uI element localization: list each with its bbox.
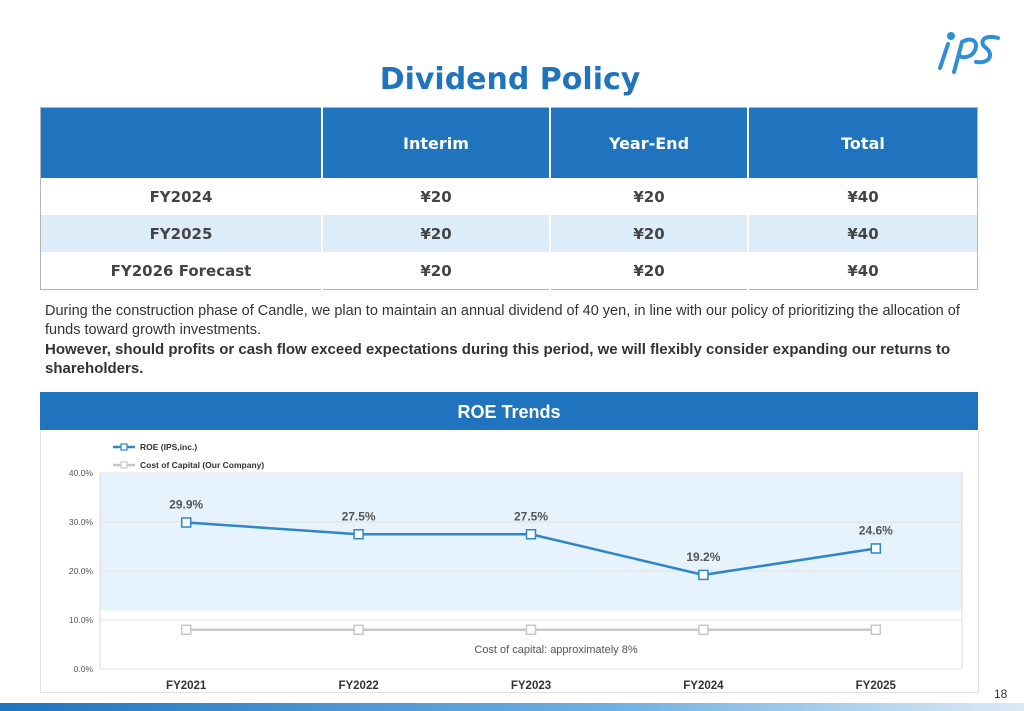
chart-frame xyxy=(40,430,979,693)
footer-bar xyxy=(0,703,1024,711)
legend-cost-marker xyxy=(120,461,128,469)
table-cell: ¥20 xyxy=(322,215,551,252)
table-cell: ¥20 xyxy=(550,178,749,215)
roe-point xyxy=(870,543,882,554)
table-cell: ¥20 xyxy=(550,252,749,290)
table-header-cell xyxy=(40,107,323,178)
table-header-total: Total xyxy=(748,107,978,178)
roe-data-label: 27.5% xyxy=(514,509,548,523)
table-row: FY2025 ¥20 ¥20 ¥40 xyxy=(40,215,978,252)
y-tick-label: 0.0% xyxy=(74,664,94,674)
legend-roe-label: ROE (IPS,inc.) xyxy=(140,442,197,452)
cost-of-capital-point xyxy=(870,624,882,636)
legend-roe-marker xyxy=(120,443,128,451)
table-cell: ¥40 xyxy=(748,178,978,215)
x-tick-label: FY2025 xyxy=(856,680,897,692)
table-cell: ¥20 xyxy=(322,178,551,215)
cost-of-capital-point xyxy=(353,624,364,636)
x-tick-label: FY2022 xyxy=(338,680,378,692)
ips-logo xyxy=(938,32,1000,74)
table-cell: FY2025 xyxy=(40,215,323,252)
roe-point xyxy=(698,569,709,581)
dividend-description: During the construction phase of Candle,… xyxy=(45,302,975,378)
x-tick-label: FY2024 xyxy=(683,680,724,692)
roe-point xyxy=(180,517,192,528)
cost-of-capital-point xyxy=(180,624,192,636)
table-row: FY2026 Forecast ¥20 ¥20 ¥40 xyxy=(40,252,978,290)
roe-data-label: 27.5% xyxy=(342,509,376,523)
table-header-interim: Interim xyxy=(322,107,551,178)
x-tick-label: FY2023 xyxy=(511,680,551,692)
chart-title: ROE Trends xyxy=(40,392,978,430)
table-cell: ¥40 xyxy=(748,252,978,290)
chart-band xyxy=(100,473,962,611)
cost-of-capital-point xyxy=(525,624,537,636)
table-cell: ¥40 xyxy=(748,215,978,252)
table-cell: FY2024 xyxy=(40,178,323,215)
x-tick-label: FY2021 xyxy=(166,680,207,692)
cost-annotation: Cost of capital: approximately 8% xyxy=(474,644,637,656)
dividend-table: Interim Year-End Total FY2024 ¥20 ¥20 ¥4… xyxy=(40,107,978,290)
roe-point xyxy=(525,529,537,540)
description-text: During the construction phase of Candle,… xyxy=(45,303,960,338)
y-tick-label: 40.0% xyxy=(69,468,94,478)
roe-data-label: 19.2% xyxy=(686,550,720,564)
roe-data-label: 29.9% xyxy=(169,497,203,511)
y-tick-label: 20.0% xyxy=(69,566,94,576)
page-number: 18 xyxy=(994,687,1008,701)
table-row: FY2024 ¥20 ¥20 ¥40 xyxy=(40,178,978,215)
roe-point xyxy=(353,529,364,540)
table-cell: ¥20 xyxy=(322,252,551,290)
roe-data-label: 24.6% xyxy=(859,523,893,537)
y-tick-label: 10.0% xyxy=(69,615,94,625)
legend-cost-label: Cost of Capital (Our Company) xyxy=(140,460,264,470)
cost-of-capital-point xyxy=(698,624,709,636)
table-header-year-end: Year-End xyxy=(550,107,749,178)
y-tick-label: 30.0% xyxy=(69,517,94,527)
table-cell: ¥20 xyxy=(550,215,749,252)
table-cell: FY2026 Forecast xyxy=(40,252,323,290)
description-bold-text: However, should profits or cash flow exc… xyxy=(45,341,951,377)
page-title: Dividend Policy xyxy=(379,62,641,97)
